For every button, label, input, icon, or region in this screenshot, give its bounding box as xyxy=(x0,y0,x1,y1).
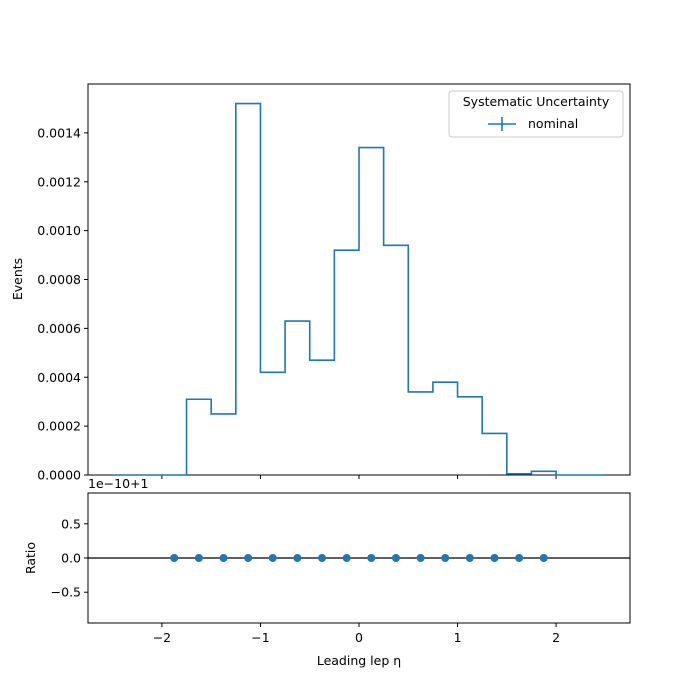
main-y-tick-label: 0.0014 xyxy=(37,125,81,140)
ratio-x-tick-label: 2 xyxy=(552,630,560,645)
ratio-y-tick-label: 0.5 xyxy=(61,516,81,531)
main-x-ticks xyxy=(161,475,557,479)
main-y-tick-label: 0.0002 xyxy=(37,419,81,434)
ratio-point xyxy=(515,554,524,562)
ratio-offset-text: 1e−10+1 xyxy=(88,476,148,491)
ratio-point xyxy=(293,554,302,562)
ratio-point xyxy=(342,554,351,562)
ratio-x-tick-label: −2 xyxy=(153,630,171,645)
ratio-point xyxy=(465,554,474,562)
main-histogram-panel: 0.0000 0.0002 0.0004 0.0006 0.0008 0.0010 0.00… xyxy=(10,83,631,483)
legend: Systematic Uncertainty nominal xyxy=(448,90,624,138)
ratio-point xyxy=(170,554,179,562)
main-y-tick-label: 0.0006 xyxy=(37,321,81,336)
ratio-y-ticks: −0.5 0.0 0.5 xyxy=(51,516,88,600)
legend-marker-nominal xyxy=(488,117,516,131)
ratio-y-tick-label: −0.5 xyxy=(51,585,81,600)
x-axis-label: Leading lep η xyxy=(317,653,401,668)
main-y-tick-label: 0.0004 xyxy=(37,370,81,385)
ratio-point xyxy=(539,554,548,562)
ratio-point xyxy=(416,554,425,562)
ratio-point xyxy=(367,554,376,562)
ratio-panel: −0.5 0.0 0.5 −2 −1 0 1 2 1e−10+1 Ratio Leading… xyxy=(23,476,631,668)
ratio-x-tick-label: −1 xyxy=(251,630,269,645)
ratio-points xyxy=(170,554,548,562)
ratio-point xyxy=(194,554,203,562)
ratio-y-tick-label: 0.0 xyxy=(61,551,81,566)
ratio-point xyxy=(268,554,277,562)
main-y-tick-label: 0.0012 xyxy=(37,174,81,189)
ratio-point xyxy=(219,554,228,562)
ratio-point xyxy=(441,554,450,562)
ratio-y-axis-label: Ratio xyxy=(23,542,38,574)
legend-entry-nominal: nominal xyxy=(528,116,578,131)
ratio-point xyxy=(244,554,253,562)
nominal-histogram-step xyxy=(112,102,606,476)
main-y-ticks: 0.0000 0.0002 0.0004 0.0006 0.0008 0.0010 0.00… xyxy=(37,125,88,483)
main-y-tick-label: 0.0008 xyxy=(37,272,81,287)
legend-title: Systematic Uncertainty xyxy=(463,94,610,109)
ratio-x-ticks: −2 −1 0 1 2 xyxy=(153,623,560,645)
main-y-axis-label: Events xyxy=(10,258,25,300)
main-plot-frame xyxy=(87,83,631,476)
ratio-x-tick-label: 1 xyxy=(454,630,462,645)
main-y-tick-label: 0.0000 xyxy=(37,468,81,483)
legend-box xyxy=(448,90,624,138)
ratio-point xyxy=(391,554,400,562)
ratio-point xyxy=(318,554,327,562)
ratio-point xyxy=(490,554,499,562)
main-y-tick-label: 0.0010 xyxy=(37,223,81,238)
ratio-x-tick-label: 0 xyxy=(355,630,363,645)
